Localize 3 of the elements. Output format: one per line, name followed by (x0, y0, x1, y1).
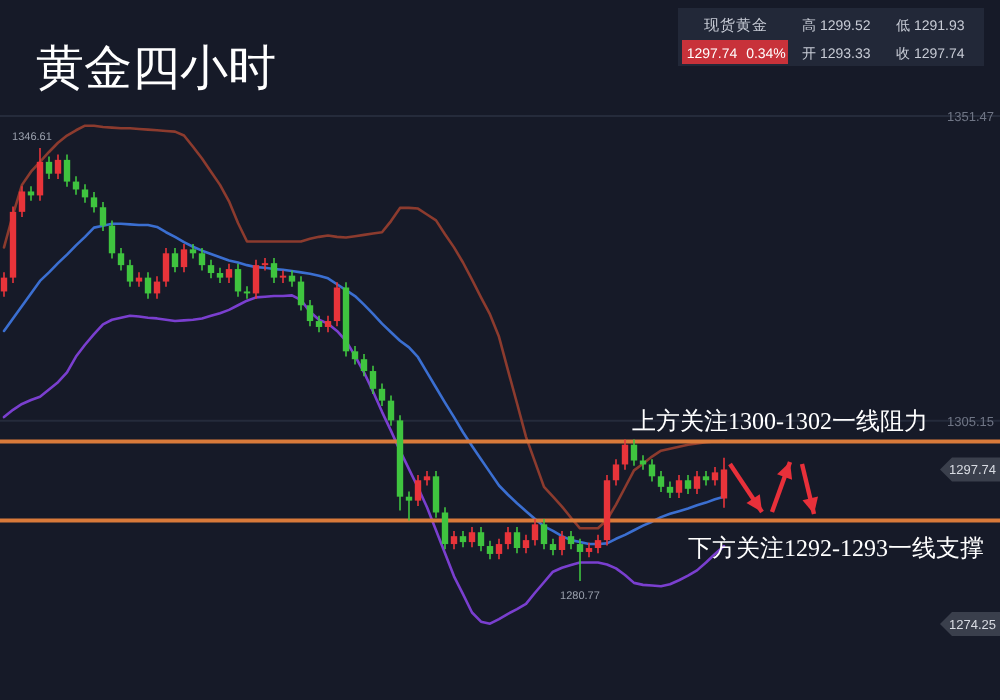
ref-line-label: 下方关注1292-1293一线支撑 (688, 534, 984, 563)
chart-title: 黄金四小时 (36, 42, 276, 96)
ref-line-label: 上方关注1300-1302一线阻力 (632, 407, 928, 436)
